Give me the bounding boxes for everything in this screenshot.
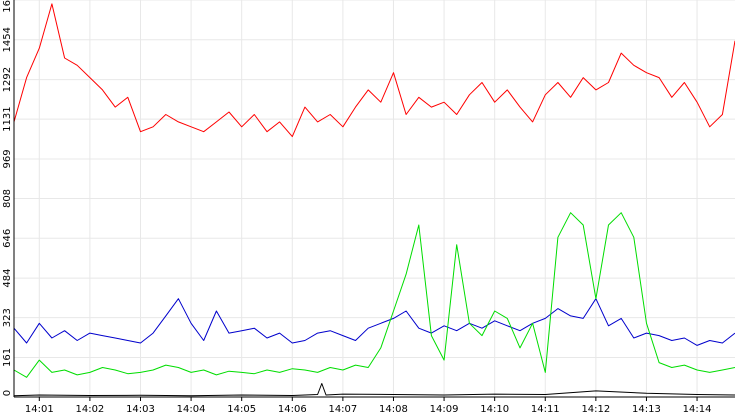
axis-layer [13,0,735,401]
y-tick-label: 1131 [2,106,13,131]
series-line-1 [13,3,735,138]
series-line-4 [13,383,735,397]
x-tick-label: 14:13 [632,404,661,415]
x-tick-label: 14:04 [177,404,206,415]
x-tick-label: 14:06 [278,404,307,415]
x-tick-label: 14:03 [126,404,155,415]
y-tick-label: 161 [2,348,13,367]
label-layer: 0 161 323 484 646 808 969 1131 1292 1454 1616 14:01… [2,0,711,415]
x-tick-label: 14:02 [75,404,104,415]
series-line-2 [13,298,735,346]
x-tick-label: 14:12 [581,404,610,415]
series-layer [13,3,735,397]
y-tick-label: 808 [2,189,13,208]
y-tick-label: 0 [2,390,13,396]
y-tick-label: 646 [2,229,13,248]
x-tick-label: 14:07 [328,404,357,415]
x-tick-label: 14:11 [531,404,560,415]
series-line-3 [13,212,735,378]
y-tick-label: 1292 [2,67,13,92]
y-tick-label: 969 [2,149,13,168]
x-tick-label: 14:01 [25,404,54,415]
grid-layer [14,0,735,397]
x-tick-label: 14:05 [227,404,256,415]
x-tick-label: 14:14 [683,404,712,415]
x-tick-label: 14:08 [379,404,408,415]
y-tick-label: 1616 [2,0,13,13]
x-tick-label: 14:09 [430,404,459,415]
y-tick-label: 484 [2,269,13,288]
y-tick-label: 323 [2,308,13,327]
y-tick-label: 1454 [2,27,13,52]
x-tick-label: 14:10 [480,404,509,415]
